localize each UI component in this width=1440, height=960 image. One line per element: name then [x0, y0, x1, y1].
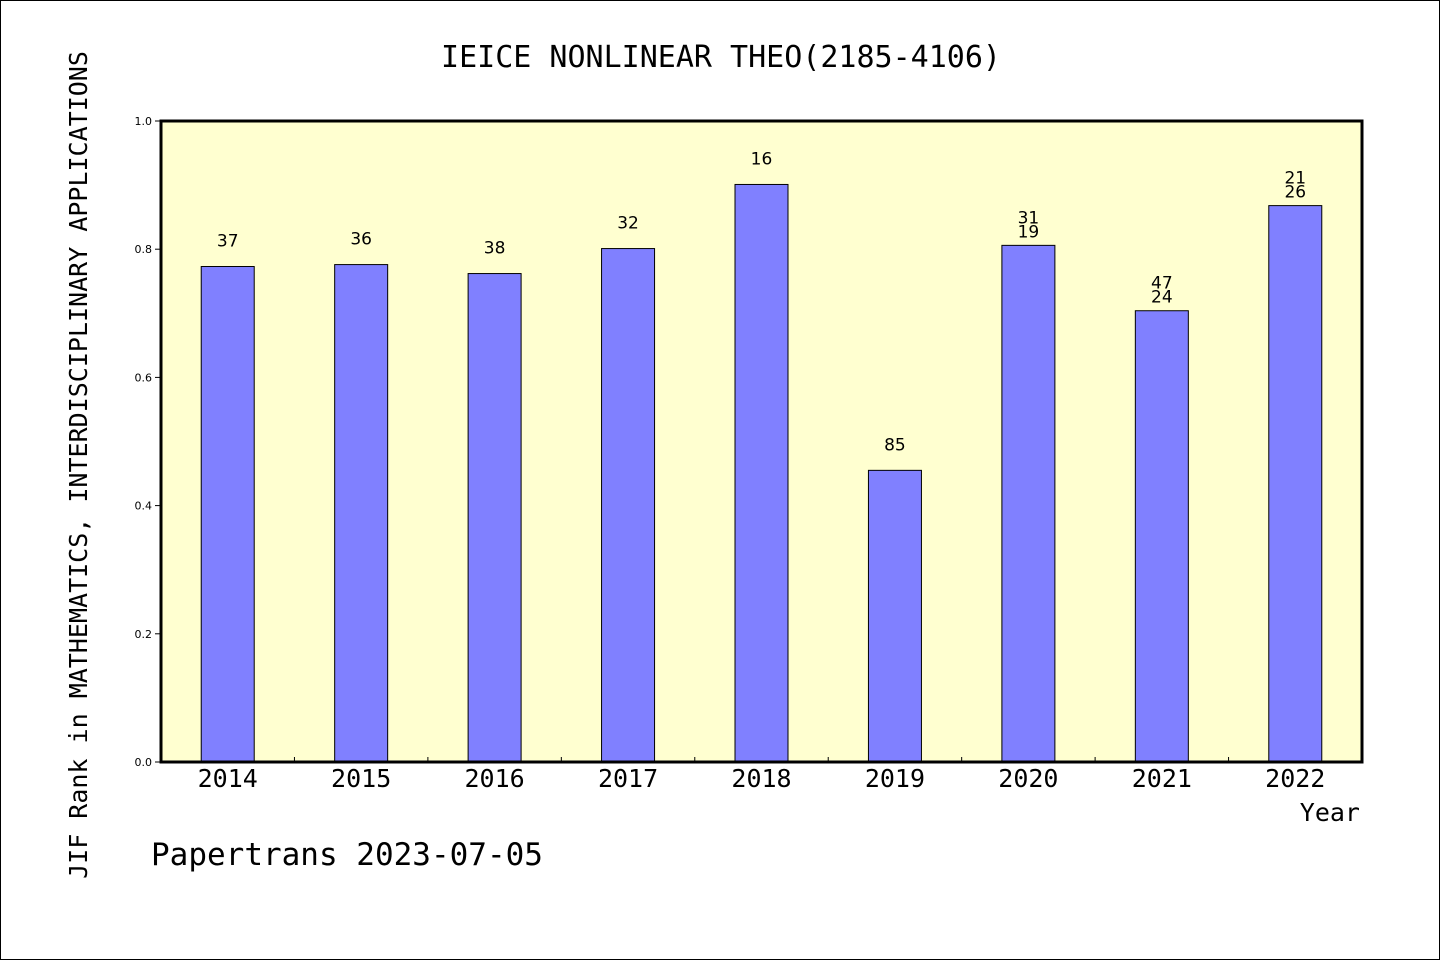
bar-2015: [334, 264, 389, 763]
bar-2021: [1134, 310, 1189, 763]
bar-2022: [1268, 205, 1323, 763]
bar-2016: [467, 273, 522, 763]
bar-2018: [734, 183, 789, 763]
y-axis-label: JIF Rank in MATHEMATICS, INTERDISCIPLINA…: [64, 51, 93, 879]
x-tick-label: 2017: [598, 764, 658, 793]
x-axis-label: Year: [1300, 798, 1360, 827]
x-tick-labels: 2014 2015 2016 2017 2018 2019 2020 2021 2022: [198, 764, 1326, 793]
bar-data-label: 16: [751, 149, 773, 169]
bar-data-label: 85: [884, 435, 906, 455]
bar-data-label: 38: [484, 239, 506, 259]
y-tick-label: 0.2: [135, 628, 153, 641]
bar-2020: [1001, 244, 1056, 763]
x-tick-label: 2020: [998, 764, 1058, 793]
y-tick-label: 0.8: [135, 243, 153, 256]
bar-2014: [200, 266, 255, 763]
bar-2017: [601, 248, 656, 763]
bar-data-label: 32: [617, 214, 639, 234]
y-tick-label: 0.4: [135, 500, 153, 513]
bar-data-label: 24: [1151, 288, 1173, 308]
bar-data-label: 36: [350, 230, 372, 250]
x-tick-label: 2022: [1265, 764, 1325, 793]
y-tick-label: 0.6: [135, 371, 153, 384]
y-tick-label: 0.0: [135, 756, 153, 769]
bar-2019: [867, 469, 922, 763]
bar-data-label: 19: [1018, 222, 1040, 242]
chart-title: IEICE NONLINEAR THEO(2185-4106): [441, 40, 1001, 75]
y-tick-label: 1.0: [135, 115, 153, 128]
x-tick-label: 2014: [198, 764, 258, 793]
x-tick-label: 2018: [731, 764, 791, 793]
bar-data-label: 47: [1151, 274, 1173, 294]
x-tick-label: 2016: [465, 764, 525, 793]
y-tick-labels: 0.0 0.2 0.4 0.6 0.8 1.0: [135, 115, 153, 769]
x-tick-label: 2021: [1132, 764, 1192, 793]
footer-text: Papertrans 2023-07-05: [151, 837, 543, 873]
bar-data-label: 21: [1284, 169, 1306, 189]
plot-frame: [159, 119, 1364, 764]
x-tick-label: 2015: [331, 764, 391, 793]
bars: [200, 183, 1323, 763]
x-tick-label: 2019: [865, 764, 925, 793]
bar-data-label: 31: [1018, 208, 1040, 228]
bar-data-label: 37: [217, 232, 239, 252]
bar-data-label: 26: [1284, 183, 1306, 203]
